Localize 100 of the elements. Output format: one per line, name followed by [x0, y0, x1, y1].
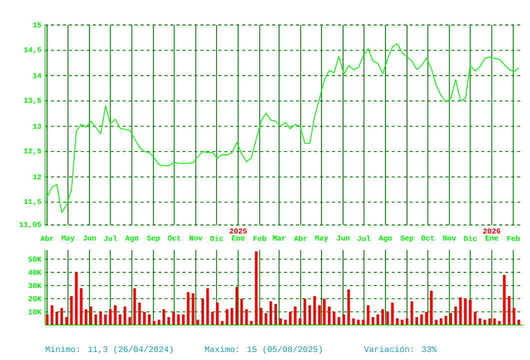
- bar: [245, 309, 248, 325]
- bar: [386, 312, 389, 325]
- bar: [381, 309, 384, 325]
- bar: [518, 320, 520, 325]
- bar: [260, 308, 262, 325]
- bar: [406, 318, 408, 325]
- bar: [512, 308, 516, 325]
- bar: [304, 298, 306, 325]
- bar: [152, 321, 156, 325]
- text: Maximo: 15 (05/08/2025): [205, 346, 322, 354]
- bar: [216, 302, 219, 325]
- bar: [240, 298, 243, 325]
- bar: [264, 313, 268, 325]
- bar: [474, 312, 476, 325]
- bar: [201, 298, 204, 325]
- bar: [464, 298, 467, 325]
- bar: [104, 314, 107, 325]
- bar: [158, 320, 160, 325]
- bar: [254, 251, 258, 325]
- bar: [211, 312, 214, 325]
- bar: [328, 306, 330, 325]
- bar: [294, 306, 296, 325]
- bar: [323, 298, 326, 325]
- bar: [488, 318, 491, 325]
- bar: [46, 314, 48, 325]
- bar: [454, 306, 457, 325]
- bar: [376, 314, 380, 325]
- bar: [338, 317, 340, 325]
- bar: [400, 320, 404, 325]
- bar: [124, 306, 126, 325]
- bar: [434, 320, 438, 325]
- bar: [332, 312, 336, 325]
- bar: [230, 308, 234, 325]
- bar: [362, 320, 365, 325]
- bar: [50, 305, 54, 325]
- bar: [172, 312, 175, 325]
- bar: [430, 290, 433, 325]
- bar: [444, 316, 448, 325]
- bar: [226, 309, 228, 325]
- bar: [493, 318, 496, 325]
- bar: [143, 312, 146, 325]
- bar: [366, 305, 370, 325]
- bar: [114, 305, 116, 325]
- bar: [192, 293, 194, 325]
- bar: [220, 321, 224, 325]
- bar: [274, 304, 277, 325]
- bar: [420, 314, 423, 325]
- bar: [459, 297, 462, 325]
- bar: [118, 314, 122, 325]
- bar: [167, 317, 170, 325]
- bar: [440, 318, 442, 325]
- bar: [133, 288, 136, 325]
- bar: [84, 309, 88, 325]
- bar: [483, 320, 486, 325]
- bar: [279, 318, 282, 325]
- bar: [196, 320, 200, 325]
- bar: [65, 317, 68, 325]
- bar: [478, 318, 482, 325]
- bar: [270, 301, 272, 325]
- bar: [372, 317, 374, 325]
- bar: [347, 289, 350, 325]
- bar: [56, 312, 58, 325]
- bar: [74, 272, 78, 325]
- bar: [342, 314, 346, 325]
- bar: [235, 286, 238, 325]
- bar: [206, 288, 209, 325]
- bar: [94, 314, 98, 325]
- text: Variación: 33%: [364, 346, 437, 352]
- bar: [308, 305, 312, 325]
- bar: [449, 313, 452, 325]
- bar: [284, 320, 287, 325]
- bar: [468, 300, 472, 325]
- bar: [60, 308, 63, 325]
- bar: [70, 296, 73, 325]
- bar: [109, 309, 112, 325]
- bar: [148, 314, 151, 325]
- bar: [298, 318, 302, 325]
- bar: [352, 318, 355, 325]
- bar: [288, 312, 292, 325]
- bar: [318, 305, 321, 325]
- bar: [396, 318, 399, 325]
- bar: [410, 301, 414, 325]
- bar: [182, 314, 185, 325]
- bar: [128, 317, 132, 325]
- bar: [425, 312, 428, 325]
- bar: [250, 321, 253, 325]
- bar: [415, 317, 418, 325]
- bar: [186, 292, 190, 325]
- bar: [502, 275, 506, 325]
- bar: [80, 288, 82, 325]
- bar: [99, 312, 102, 325]
- bar: [138, 302, 141, 325]
- bar: [177, 314, 180, 325]
- bar: [162, 309, 166, 325]
- bar: [508, 296, 510, 325]
- bar: [313, 296, 316, 325]
- text: Minimo: 11,3 (26/04/2024): [46, 346, 172, 354]
- bar: [498, 321, 501, 325]
- bar: [357, 320, 360, 325]
- bar: [391, 302, 394, 325]
